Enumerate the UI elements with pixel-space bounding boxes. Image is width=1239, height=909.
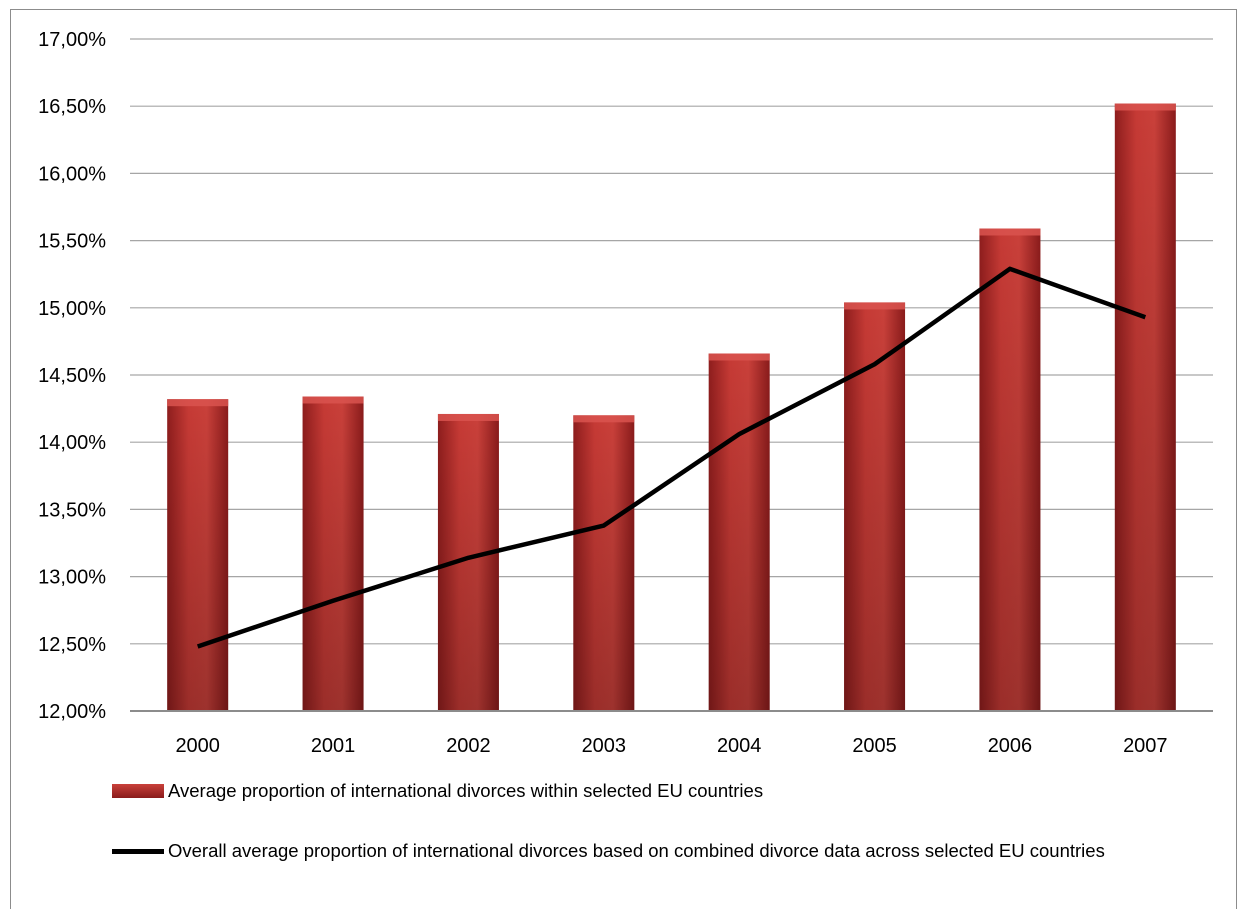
y-tick-label: 14,00% — [38, 432, 106, 454]
y-axis-ticks: 12,00% 12,50% 13,00% 13,50% 14,00% 14,50% 15,0… — [38, 29, 106, 723]
bar — [709, 353, 770, 711]
y-tick-label: 15,00% — [38, 298, 106, 320]
bar — [979, 229, 1040, 711]
legend-item-line: Overall average proportion of internatio… — [112, 837, 1168, 865]
bar — [303, 397, 364, 711]
bar-series — [167, 104, 1176, 711]
y-tick-label: 13,00% — [38, 567, 106, 589]
legend-bar-swatch — [112, 784, 164, 798]
y-tick-label: 13,50% — [38, 499, 106, 521]
bar — [573, 415, 634, 711]
bar — [1115, 104, 1176, 711]
y-tick-label: 17,00% — [38, 29, 106, 51]
x-tick-label: 2003 — [582, 735, 627, 757]
x-tick-label: 2006 — [988, 735, 1033, 757]
x-tick-label: 2007 — [1123, 735, 1168, 757]
y-tick-label: 14,50% — [38, 365, 106, 387]
y-tick-label: 16,50% — [38, 96, 106, 118]
legend-bar-label: Average proportion of international divo… — [168, 777, 1168, 805]
y-tick-label: 16,00% — [38, 163, 106, 185]
x-tick-label: 2005 — [852, 735, 897, 757]
y-tick-label: 15,50% — [38, 231, 106, 253]
gridlines — [130, 39, 1213, 644]
legend-line-label: Overall average proportion of internatio… — [168, 837, 1168, 865]
x-tick-label: 2000 — [175, 735, 220, 757]
legend-item-bar: Average proportion of international divo… — [112, 777, 1168, 805]
x-tick-label: 2002 — [446, 735, 491, 757]
x-tick-label: 2001 — [311, 735, 356, 757]
bar — [167, 399, 228, 711]
legend-line-swatch — [112, 849, 164, 854]
chart-plot: 12,00% 12,50% 13,00% 13,50% 14,00% 14,50% 15,0… — [0, 0, 1239, 780]
x-axis-ticks: 2000 2001 2002 2003 2004 2005 2006 2007 — [175, 735, 1167, 757]
y-tick-label: 12,00% — [38, 701, 106, 723]
y-tick-label: 12,50% — [38, 634, 106, 656]
x-tick-label: 2004 — [717, 735, 762, 757]
